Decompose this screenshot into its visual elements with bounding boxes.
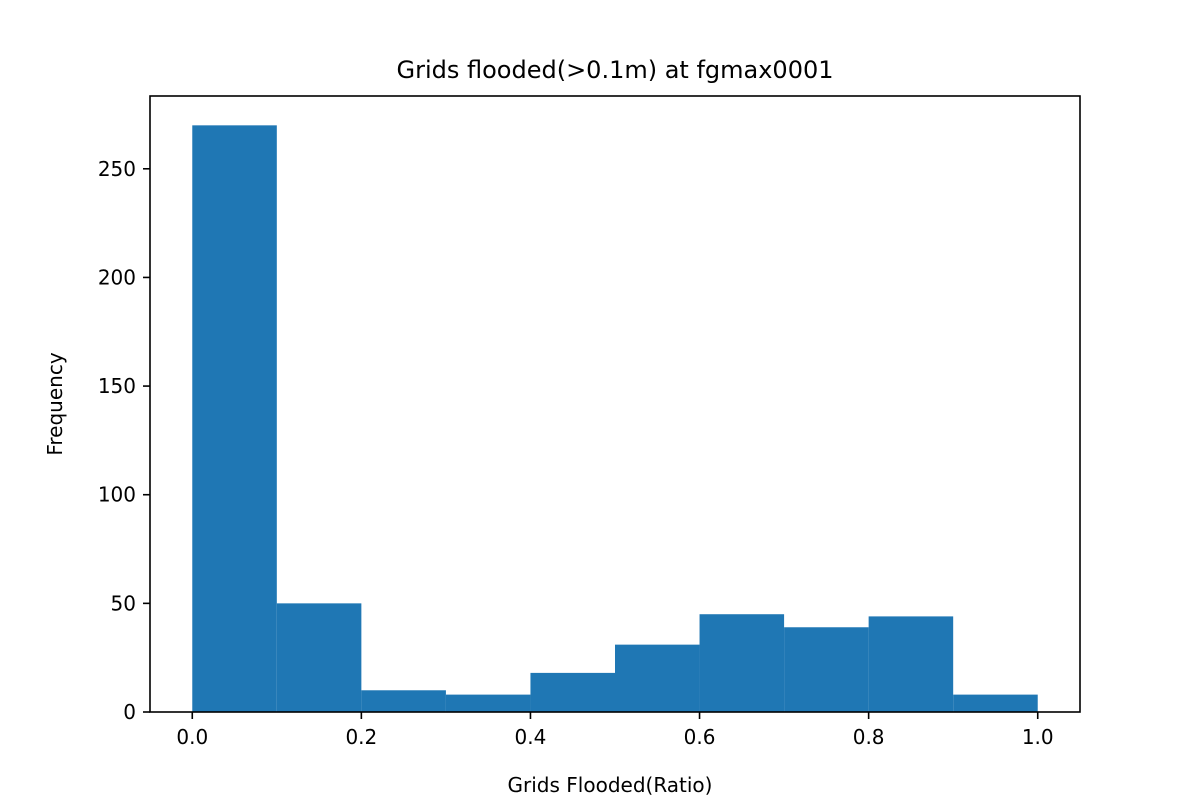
- x-tick-label: 1.0: [1022, 725, 1054, 749]
- histogram-bar: [784, 627, 869, 712]
- x-axis-ticks: 0.0 0.2 0.4 0.6 0.8 1.0: [176, 712, 1054, 749]
- histogram-bar: [192, 125, 277, 713]
- histogram-bar: [361, 690, 446, 712]
- histogram-bar: [530, 672, 615, 712]
- y-tick-label: 0: [123, 700, 136, 724]
- y-axis-label: Frequency: [43, 352, 67, 455]
- y-tick-label: 50: [111, 591, 136, 615]
- y-tick-label: 150: [98, 374, 136, 398]
- bars-group: [192, 125, 1038, 713]
- y-tick-label: 100: [98, 483, 136, 507]
- histogram-bar: [699, 614, 785, 712]
- histogram-bar: [953, 694, 1038, 712]
- chart-title: Grids flooded(>0.1m) at fgmax0001: [396, 56, 833, 84]
- x-tick-label: 0.0: [176, 725, 208, 749]
- histogram-bar: [276, 603, 362, 712]
- x-tick-label: 0.4: [515, 725, 547, 749]
- x-tick-label: 0.8: [853, 725, 885, 749]
- y-tick-label: 200: [98, 265, 136, 289]
- histogram-bar: [868, 616, 954, 712]
- histogram-bar: [445, 694, 531, 712]
- y-tick-label: 250: [98, 157, 136, 181]
- plot-frame: [149, 95, 1081, 713]
- histogram-bar: [615, 644, 700, 712]
- y-axis-ticks: 0 50 100 150 200 250: [98, 157, 150, 724]
- x-tick-label: 0.6: [684, 725, 716, 749]
- x-tick-label: 0.2: [345, 725, 377, 749]
- x-axis-label: Grids Flooded(Ratio): [508, 773, 713, 797]
